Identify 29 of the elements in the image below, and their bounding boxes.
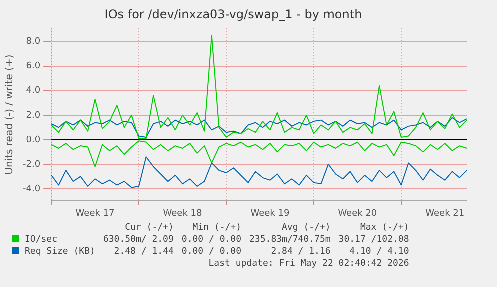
y-tick-label: 2.0 xyxy=(26,110,41,121)
text: 2.84 / 1.16 xyxy=(270,246,332,258)
y-tick-label: 6.0 xyxy=(26,62,41,72)
legend-label: IO/sec xyxy=(24,234,59,246)
x-tick-label: Week 20 xyxy=(338,208,378,219)
chart-title: IOs for /dev/inxza03-vg/swap_1 - by month xyxy=(104,7,362,22)
y-axis-title: Units read (-) / write (+) xyxy=(4,54,16,175)
y-tick-label: 4.0 xyxy=(26,86,41,96)
text: 30.17 /102.08 xyxy=(338,234,410,246)
text: Last update: Fri May 22 02:40:42 2026 xyxy=(208,258,410,270)
text: 0.00 / 0.00 xyxy=(180,246,243,258)
text: Min (-/+) xyxy=(192,222,243,234)
legend-label: Req Size (KB) xyxy=(24,246,96,258)
y-tick-label: -4.0 xyxy=(23,184,41,194)
text: 630.50m/ 2.09 xyxy=(102,234,175,246)
text: 4.10 / 4.10 xyxy=(348,246,410,258)
text: Max (-/+) xyxy=(359,222,410,234)
text: 235.83m/740.75m xyxy=(248,234,332,246)
x-tick-label: Week 18 xyxy=(163,208,203,219)
y-tick-label: 8.0 xyxy=(26,37,41,48)
y-tick-label: 0.0 xyxy=(26,135,41,146)
text: 2.48 / 1.44 xyxy=(113,246,175,258)
x-tick-label: Week 21 xyxy=(426,208,465,219)
text: Cur (-/+) xyxy=(124,222,175,234)
text: Avg (-/+) xyxy=(281,222,332,234)
y-tick-label: -2.0 xyxy=(23,160,41,170)
x-tick-label: Week 17 xyxy=(76,208,115,219)
x-tick-label: Week 19 xyxy=(250,208,290,219)
text: 0.00 / 0.00 xyxy=(180,234,243,246)
